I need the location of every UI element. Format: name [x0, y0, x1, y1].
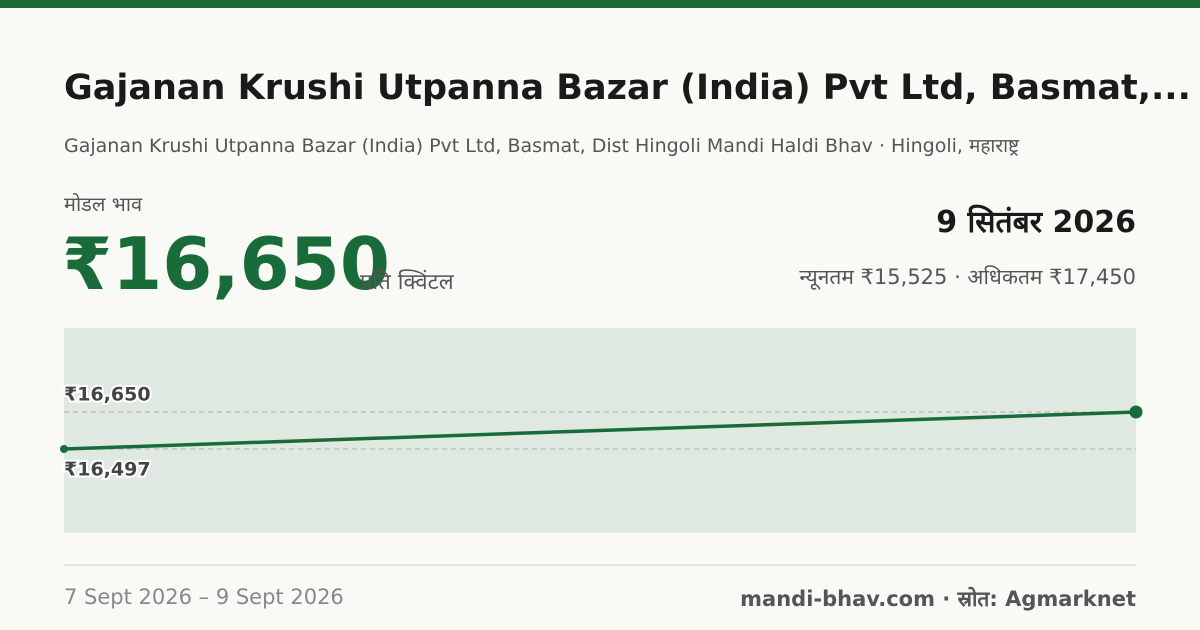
top-bar	[0, 0, 1200, 8]
price-range: न्यूनतम ₹15,525 · अधिकतम ₹17,450	[799, 265, 1136, 289]
price-date: 9 सितंबर 2026	[936, 205, 1136, 240]
subtitle: Gajanan Krushi Utpanna Bazar (India) Pvt…	[64, 135, 1020, 157]
value-label: ₹16,650	[64, 383, 151, 405]
price-value: ₹16,650	[62, 222, 390, 306]
line	[63, 410, 1137, 451]
value-label: ₹16,497	[64, 459, 151, 481]
footer-source: mandi-bhav.com · स्रोत: Agmarknet	[740, 587, 1136, 611]
point	[60, 445, 68, 454]
divider	[64, 564, 1136, 566]
footer-dates: 7 Sept 2026 – 9 Sept 2026	[64, 585, 344, 609]
price-label: मोडल भाव	[64, 192, 143, 216]
price-unit: प्रति क्विंटल	[360, 270, 454, 295]
title: Gajanan Krushi Utpanna Bazar (India) Pvt…	[64, 68, 1191, 108]
point	[1129, 405, 1143, 419]
